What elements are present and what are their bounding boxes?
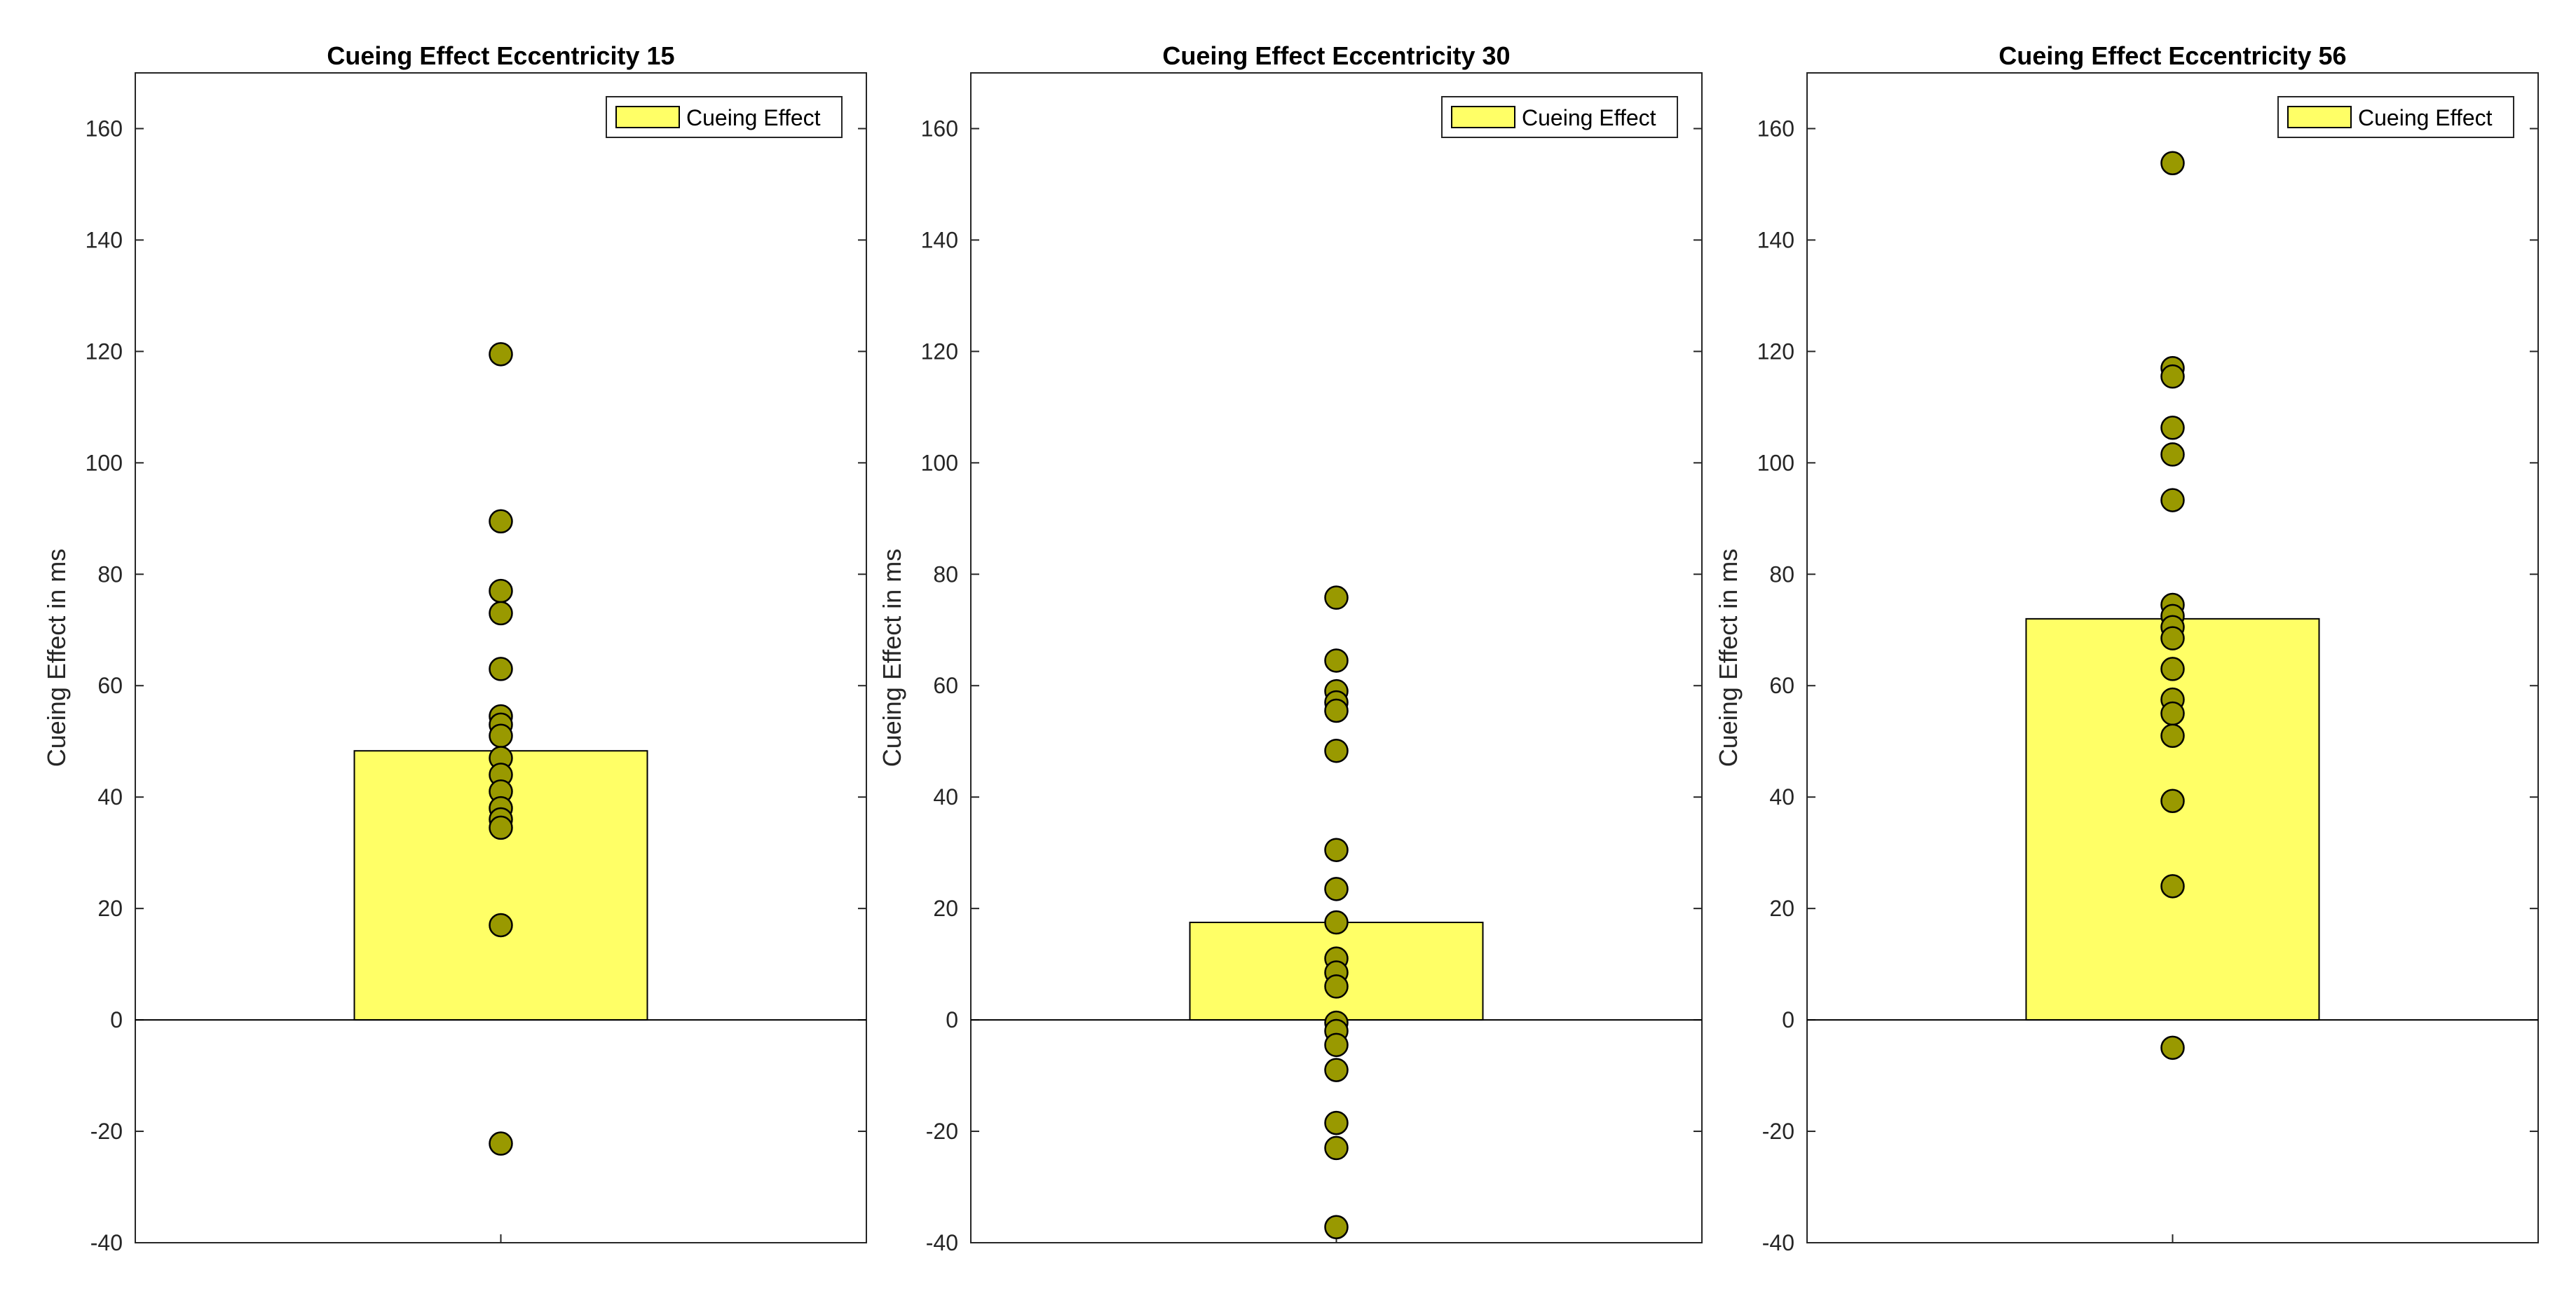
y-tick-label: 140 (1757, 227, 1794, 252)
data-point (1324, 698, 1349, 723)
data-point (489, 342, 513, 367)
y-tick-label: 80 (1769, 561, 1794, 587)
data-point (1324, 738, 1349, 763)
data-point (2160, 364, 2185, 389)
y-tick-label: -20 (90, 1119, 123, 1144)
chart-panel-2: Cueing Effect Eccentricity 30 Cueing Eff… (878, 41, 1703, 1255)
data-point (489, 723, 513, 749)
legend-label: Cueing Effect (686, 105, 821, 130)
data-point (2160, 416, 2185, 440)
chart-panel-1: Cueing Effect Eccentricity 15 Cueing Eff… (42, 41, 867, 1255)
y-tick-label: 20 (97, 896, 123, 921)
y-tick-label: 140 (86, 227, 123, 252)
chart-title: Cueing Effect Eccentricity 15 (327, 41, 674, 70)
y-tick-label: 20 (933, 896, 958, 921)
data-point (1324, 1135, 1349, 1161)
data-point (2160, 789, 2185, 814)
y-tick-label: 60 (1769, 673, 1794, 698)
data-point (489, 1131, 513, 1156)
y-tick-label: -40 (90, 1230, 123, 1255)
data-point (489, 509, 513, 534)
chart-title: Cueing Effect Eccentricity 30 (1162, 41, 1510, 70)
data-point (489, 578, 513, 603)
legend: Cueing Effect (2277, 96, 2514, 138)
y-tick-label: -40 (1762, 1230, 1794, 1255)
y-tick-label: 80 (97, 561, 123, 587)
data-point (1324, 1032, 1349, 1058)
data-point (1324, 1058, 1349, 1082)
y-tick-label: 100 (921, 450, 958, 475)
chart-title: Cueing Effect Eccentricity 56 (1998, 41, 2346, 70)
data-point (489, 601, 513, 626)
y-tick-label: 120 (921, 339, 958, 364)
data-point (1324, 648, 1349, 673)
data-point (1324, 1110, 1349, 1135)
legend-swatch (1451, 106, 1515, 128)
y-tick-label: 60 (97, 673, 123, 698)
data-point (1324, 838, 1349, 862)
data-point (489, 815, 513, 840)
legend: Cueing Effect (1441, 96, 1678, 138)
y-tick-label: 160 (1757, 116, 1794, 141)
data-point (2160, 626, 2185, 650)
y-axis-label: Cueing Effect in ms (42, 549, 71, 767)
data-point (1324, 974, 1349, 999)
y-tick-label: 0 (946, 1007, 958, 1032)
data-point (2160, 151, 2185, 176)
chart-panel-3: Cueing Effect Eccentricity 56 Cueing Eff… (1714, 41, 2539, 1255)
y-tick-label: -40 (926, 1230, 958, 1255)
data-point (2160, 723, 2185, 749)
y-tick-label: 60 (933, 673, 958, 698)
legend: Cueing Effect (606, 96, 843, 138)
data-point (2160, 442, 2185, 467)
y-tick-label: 0 (110, 1007, 123, 1032)
y-tick-label: 40 (1769, 784, 1794, 810)
legend-swatch (615, 106, 680, 128)
bar (2025, 618, 2320, 1021)
y-tick-label: 160 (921, 116, 958, 141)
data-point (2160, 874, 2185, 899)
y-tick-label: 160 (86, 116, 123, 141)
data-point (1324, 1215, 1349, 1239)
data-point (2160, 1035, 2185, 1060)
y-tick-label: 80 (933, 561, 958, 587)
data-point (2160, 657, 2185, 681)
data-point (1324, 877, 1349, 901)
data-point (489, 913, 513, 938)
y-tick-label: 0 (1782, 1007, 1794, 1032)
data-point (1324, 585, 1349, 610)
y-tick-label: 40 (933, 784, 958, 810)
y-axis-label: Cueing Effect in ms (1714, 549, 1743, 767)
y-axis-label: Cueing Effect in ms (878, 549, 906, 767)
legend-swatch (2287, 106, 2352, 128)
data-point (2160, 488, 2185, 512)
y-tick-label: 140 (921, 227, 958, 252)
y-tick-label: 20 (1769, 896, 1794, 921)
data-point (489, 657, 513, 681)
y-tick-label: 100 (1757, 450, 1794, 475)
y-tick-label: 120 (1757, 339, 1794, 364)
data-point (1324, 910, 1349, 935)
legend-label: Cueing Effect (1522, 105, 1656, 130)
y-tick-label: -20 (926, 1119, 958, 1144)
y-tick-label: 120 (86, 339, 123, 364)
y-tick-label: -20 (1762, 1119, 1794, 1144)
legend-label: Cueing Effect (2358, 105, 2493, 130)
data-point (2160, 701, 2185, 726)
y-tick-label: 40 (97, 784, 123, 810)
y-tick-label: 100 (86, 450, 123, 475)
